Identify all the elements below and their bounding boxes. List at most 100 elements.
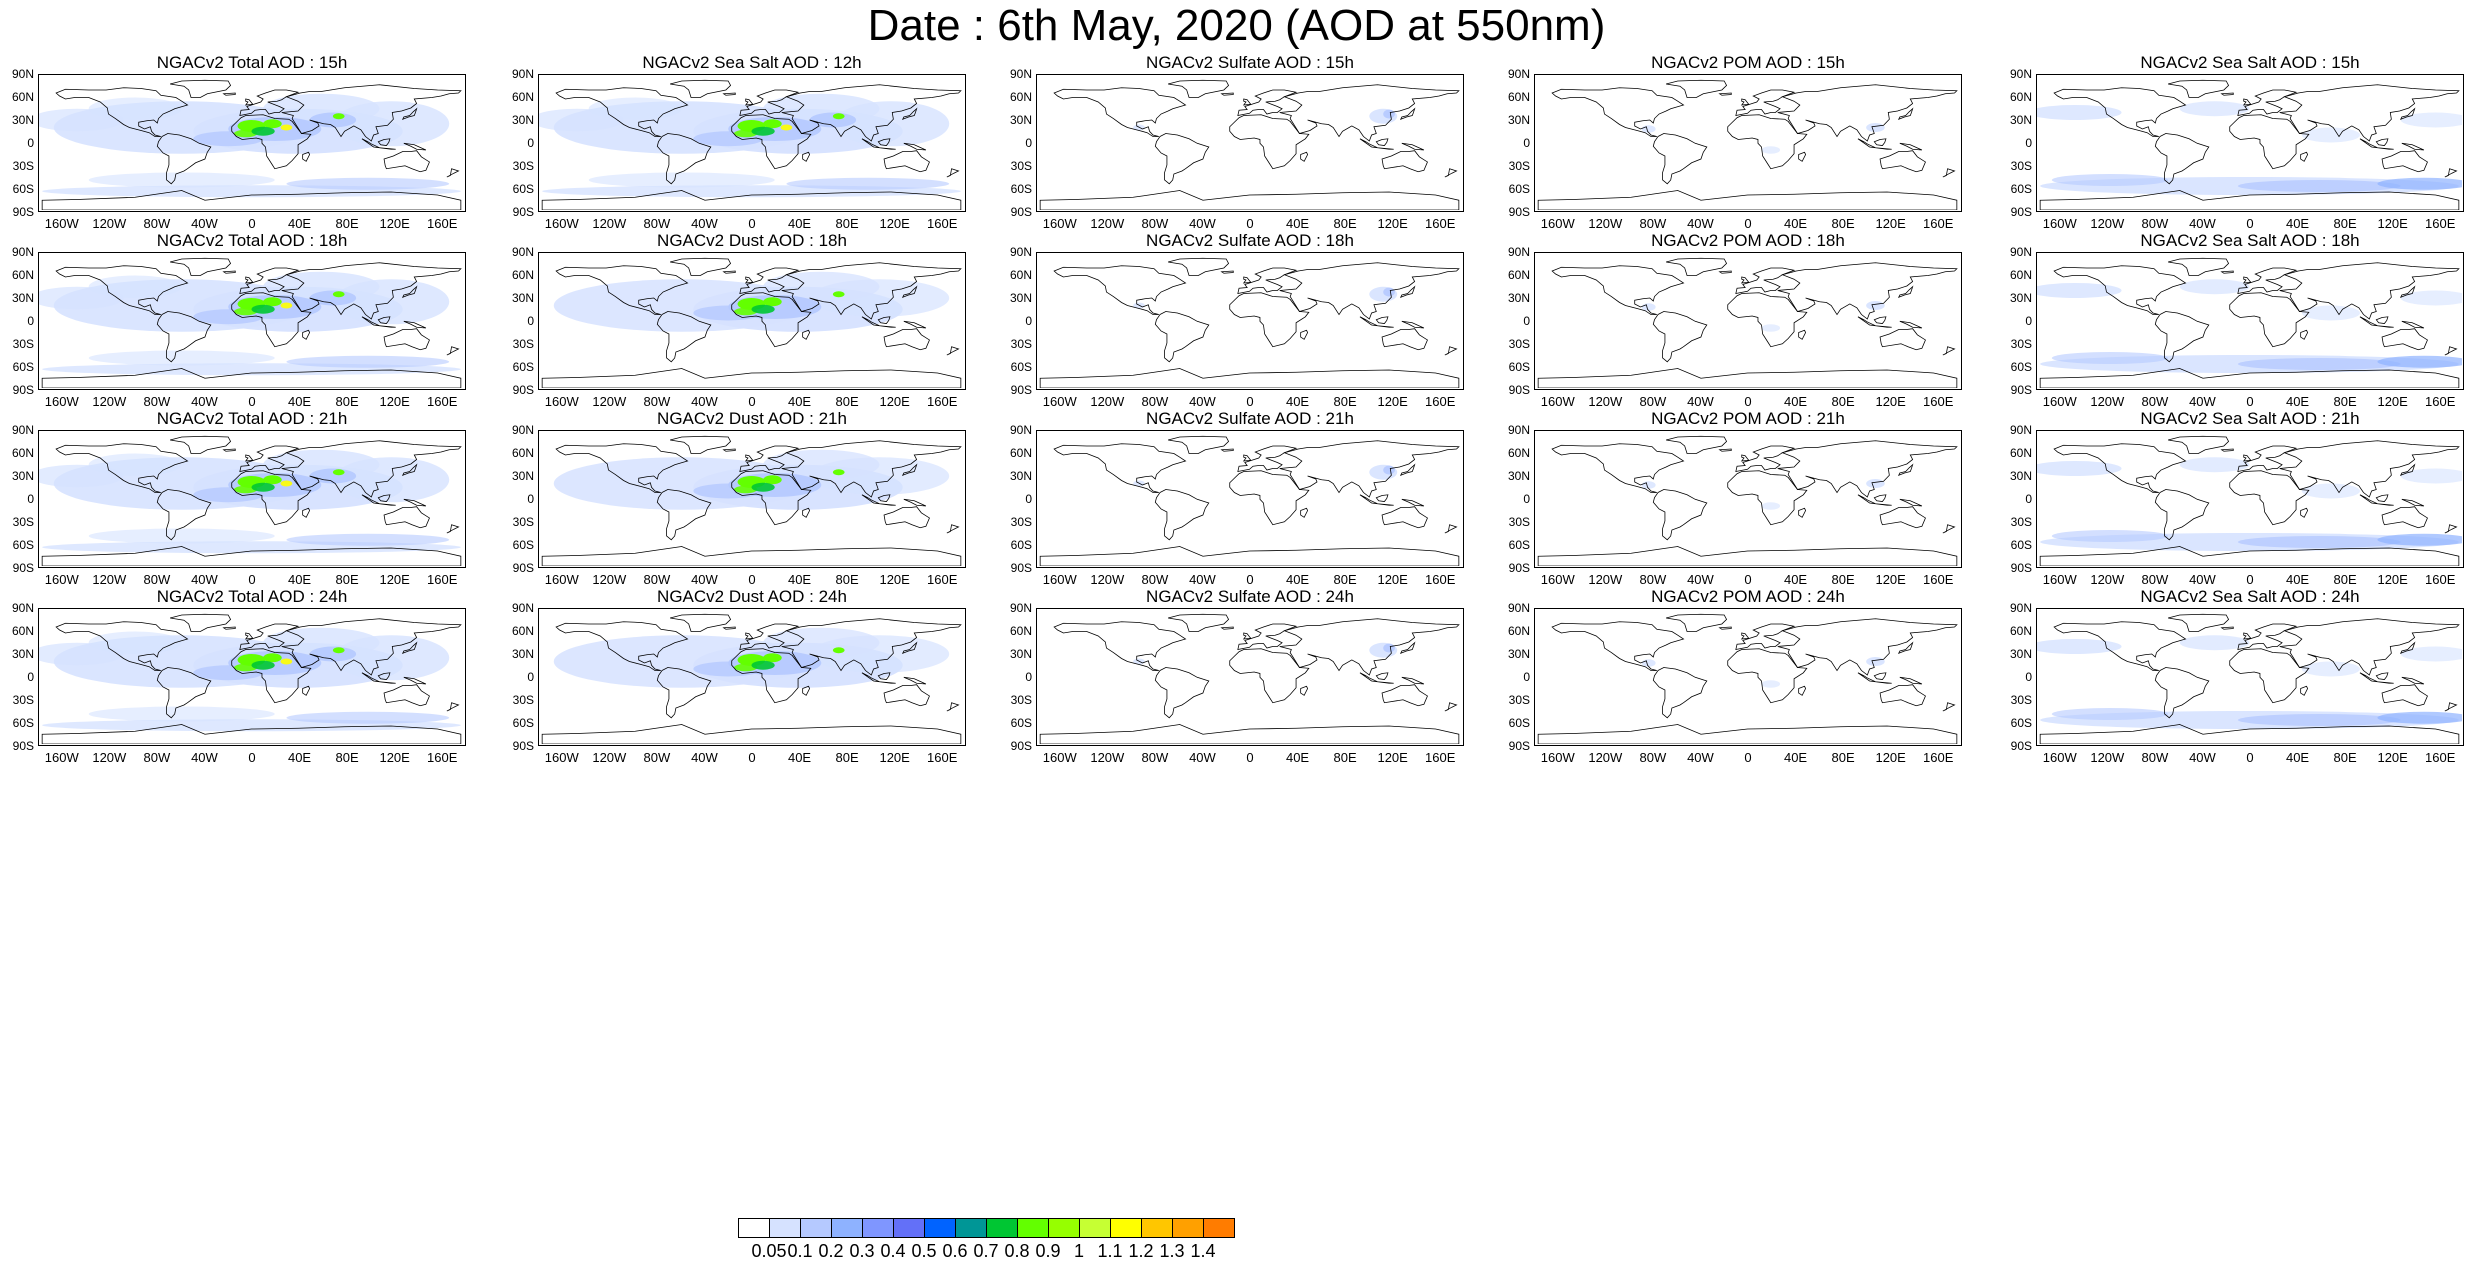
longitude-tick-label: 80E xyxy=(1831,572,1855,587)
coastline-south-america xyxy=(1154,489,1210,541)
aod-region xyxy=(309,646,357,662)
longitude-tick-label: 80W xyxy=(1639,572,1667,587)
latitude-tick-label: 90S xyxy=(1508,205,1530,219)
longitude-tick-label: 120E xyxy=(379,750,410,765)
longitude-tick-label: 160W xyxy=(44,216,79,231)
aod-region xyxy=(234,663,258,672)
latitude-tick-label: 0 xyxy=(1025,670,1032,684)
latitude-tick-label: 90S xyxy=(1508,383,1530,397)
latitude-tick-label: 60S xyxy=(1010,360,1032,374)
aod-region xyxy=(1641,481,1656,489)
aod-region xyxy=(2237,180,2401,192)
aod-region xyxy=(286,533,450,546)
latitude-tick-label: 60N xyxy=(511,446,534,460)
coastline-indonesia xyxy=(361,672,396,684)
latitude-tick-label: 30N xyxy=(1507,291,1530,305)
coastline-great-britain xyxy=(2242,276,2252,284)
coastline-asia xyxy=(281,440,462,498)
map-frame xyxy=(38,252,466,390)
aod-region xyxy=(88,528,275,544)
colorbar-tick-label: 1.3 xyxy=(1159,1241,1185,1261)
longitude-tick-label: 160W xyxy=(1540,216,1575,231)
longitude-tick-label: 120W xyxy=(1588,572,1623,587)
coastline-europe xyxy=(739,623,800,650)
coastline-australia xyxy=(883,150,930,173)
aod-region xyxy=(2051,174,2169,186)
longitude-tick-label: 80E xyxy=(1333,750,1357,765)
latitude-tick-label: 60N xyxy=(1507,446,1530,460)
coastline-new-zealand xyxy=(946,702,960,712)
latitude-tick-label: 60S xyxy=(512,360,534,374)
latitude-tick-label: 90N xyxy=(511,67,534,81)
coastline-antarctica xyxy=(2039,724,2460,744)
aod-map xyxy=(2037,257,2462,388)
latitude-tick-label: 60S xyxy=(2010,182,2032,196)
latitude-tick-label: 30N xyxy=(1009,469,1032,483)
longitude-tick-label: 120W xyxy=(2090,216,2125,231)
coastline-asia xyxy=(1777,440,1958,498)
longitude-tick-label: 40E xyxy=(2285,572,2310,587)
longitude-tick-label: 160E xyxy=(1425,572,1456,587)
coastline-north-america xyxy=(1551,265,1685,315)
coastline-borneo xyxy=(877,672,891,680)
latitude-tick-label: 60S xyxy=(512,716,534,730)
coastline-africa xyxy=(2229,114,2310,170)
colorbar-tick-label: 0.7 xyxy=(973,1241,999,1261)
aod-region xyxy=(2301,483,2360,499)
colorbar-swatch xyxy=(769,1218,801,1238)
aod-region xyxy=(763,475,782,485)
aod-region xyxy=(2037,105,2122,120)
coastline-north-america xyxy=(1551,443,1685,493)
coastline-south-america xyxy=(156,667,212,719)
aod-region xyxy=(1761,502,1781,510)
longitude-tick-label: 80E xyxy=(2333,394,2357,409)
coastline-africa xyxy=(1727,470,1808,526)
coastline-great-britain xyxy=(2242,632,2252,640)
map-frame xyxy=(1534,252,1962,390)
coastline-new-guinea xyxy=(403,676,427,685)
longitude-tick-label: 40W xyxy=(1687,394,1714,409)
aod-region xyxy=(2377,355,2462,368)
coastline-japan xyxy=(901,463,918,476)
coastline-indonesia xyxy=(1857,316,1892,328)
aod-region xyxy=(832,291,845,298)
latitude-tick-label: 30N xyxy=(1009,291,1032,305)
latitude-tick-label: 60S xyxy=(2010,716,2032,730)
aod-shading xyxy=(1641,301,1885,332)
longitude-tick-label: 80E xyxy=(335,394,359,409)
coastline-great-britain xyxy=(244,276,254,284)
coastline-antarctica xyxy=(1039,368,1460,388)
coastline-indonesia xyxy=(2359,138,2394,150)
latitude-tick-label: 60N xyxy=(1507,90,1530,104)
coastline-south-america xyxy=(1652,133,1708,185)
coastline-asia xyxy=(1279,618,1460,676)
longitude-tick-label: 80W xyxy=(2141,750,2169,765)
coastline-africa xyxy=(231,470,312,526)
longitude-tick-label: 80E xyxy=(835,394,859,409)
colorbar-swatch xyxy=(1110,1218,1142,1238)
coastline-japan xyxy=(1897,107,1914,120)
coastline-indonesia xyxy=(861,672,896,684)
latitude-tick-label: 90S xyxy=(1508,561,1530,575)
longitude-tick-label: 120W xyxy=(1090,394,1125,409)
longitude-tick-label: 160W xyxy=(1042,216,1077,231)
coastline-japan xyxy=(901,107,918,120)
panel-title: NGACv2 Sea Salt AOD : 12h xyxy=(642,53,862,72)
panel-title: NGACv2 Sulfate AOD : 15h xyxy=(1146,53,1354,72)
coastline-africa xyxy=(731,648,812,704)
coastline-indonesia xyxy=(1857,494,1892,506)
coastline-antarctica xyxy=(2039,546,2460,566)
aod-map xyxy=(39,613,462,744)
coastline-europe xyxy=(239,89,300,116)
coastline-europe xyxy=(239,445,300,472)
coastline-great-britain xyxy=(1242,632,1252,640)
coastline-asia xyxy=(2279,262,2460,320)
aod-region xyxy=(2179,635,2250,651)
aod-region xyxy=(263,297,282,307)
coastline-borneo xyxy=(1375,672,1389,680)
latitude-tick-label: 90S xyxy=(512,739,534,753)
coastline-borneo xyxy=(2375,494,2389,502)
latitude-tick-label: 0 xyxy=(1523,670,1530,684)
latitude-tick-label: 90S xyxy=(12,561,34,575)
longitude-tick-label: 120W xyxy=(1090,572,1125,587)
